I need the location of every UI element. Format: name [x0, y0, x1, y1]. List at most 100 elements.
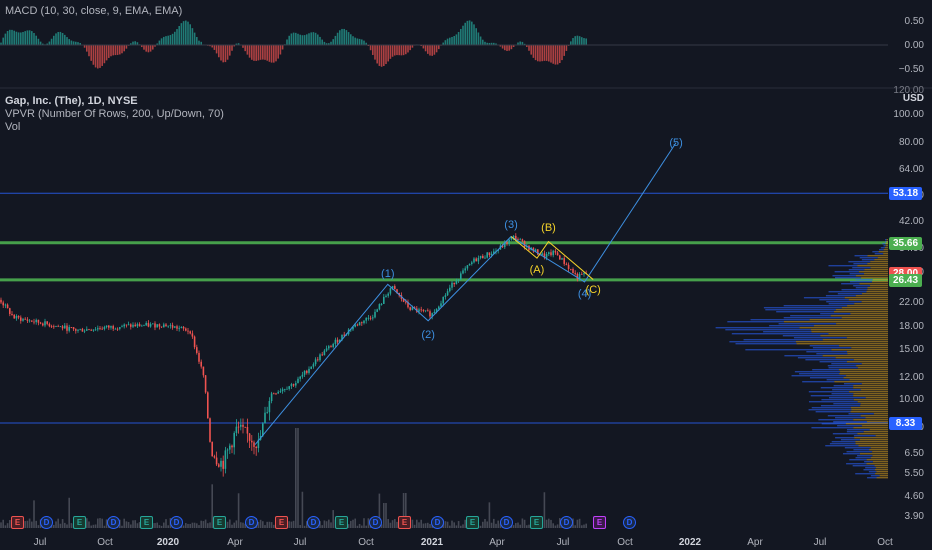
- vp-bar-up: [853, 449, 870, 451]
- symbol-legend[interactable]: Gap, Inc. (The), 1D, NYSE: [5, 95, 138, 107]
- dividend-icon[interactable]: D: [107, 516, 120, 529]
- dividend-icon[interactable]: D: [623, 516, 636, 529]
- volume-bar: [138, 522, 141, 528]
- macd-bar: [220, 45, 222, 61]
- macd-bar: [39, 41, 42, 45]
- volume-bar: [545, 519, 548, 528]
- volume-bar: [486, 521, 488, 528]
- macd-bar: [266, 45, 268, 61]
- candle-body: [182, 326, 185, 329]
- earnings-icon[interactable]: E: [335, 516, 348, 529]
- candle-body: [488, 252, 491, 256]
- macd-bar: [526, 45, 528, 47]
- candle-body: [310, 366, 312, 369]
- dividend-icon[interactable]: D: [500, 516, 513, 529]
- earnings-icon[interactable]: E: [213, 516, 226, 529]
- macd-bar: [57, 32, 59, 45]
- volume-bar: [385, 503, 387, 528]
- vp-bar-up: [816, 353, 848, 355]
- vp-bar-down: [844, 297, 888, 299]
- candle-body: [277, 391, 279, 394]
- vp-bar-up: [863, 469, 875, 471]
- macd-bar: [9, 29, 11, 45]
- correction-wave-line: [510, 236, 594, 280]
- price-axis-currency[interactable]: USD: [902, 93, 924, 104]
- candle-body: [134, 324, 136, 327]
- volume-bar: [411, 519, 414, 528]
- dividend-icon[interactable]: D: [245, 516, 258, 529]
- macd-bar: [391, 45, 394, 57]
- candle-body: [431, 313, 433, 317]
- macd-bar: [387, 45, 389, 62]
- candle-body: [22, 318, 24, 321]
- macd-bar: [523, 43, 526, 45]
- macd-bar: [464, 22, 466, 45]
- candle-body: [88, 329, 90, 330]
- vp-bar-up: [846, 429, 870, 431]
- earnings-icon[interactable]: E: [593, 516, 606, 529]
- earnings-icon[interactable]: E: [466, 516, 479, 529]
- volume-bar: [270, 522, 273, 528]
- candle-body: [424, 310, 427, 312]
- vp-bar-down: [795, 341, 888, 343]
- dividend-icon[interactable]: D: [560, 516, 573, 529]
- vp-bar-up: [819, 361, 847, 363]
- macd-bar: [275, 45, 277, 62]
- candle-body: [356, 324, 359, 326]
- candle-body: [493, 251, 495, 254]
- earnings-icon[interactable]: E: [11, 516, 24, 529]
- macd-legend[interactable]: MACD (10, 30, close, 9, EMA, EMA): [5, 5, 183, 17]
- dividend-icon[interactable]: D: [307, 516, 320, 529]
- vp-bar-down: [843, 377, 888, 379]
- earnings-icon[interactable]: E: [275, 516, 288, 529]
- volume-bar: [193, 522, 196, 528]
- vp-bar-up: [729, 341, 796, 343]
- earnings-icon[interactable]: E: [398, 516, 411, 529]
- volume-bar: [290, 521, 293, 528]
- candle-body: [576, 273, 579, 280]
- volume-bar: [268, 521, 271, 528]
- dividend-icon[interactable]: D: [170, 516, 183, 529]
- vpvr-legend[interactable]: VPVR (Number Of Rows, 200, Up/Down, 70): [5, 108, 224, 120]
- candle-body: [365, 317, 367, 321]
- macd-bar: [347, 32, 350, 45]
- dividend-icon[interactable]: D: [40, 516, 53, 529]
- candle-body: [523, 240, 526, 247]
- vp-bar-up: [715, 327, 800, 329]
- candle-body: [372, 317, 374, 319]
- candle-body: [257, 439, 260, 449]
- macd-bar: [165, 36, 167, 45]
- macd-bar: [328, 43, 330, 45]
- vp-bar-down: [857, 265, 888, 267]
- volume-bar: [332, 510, 334, 528]
- macd-bar: [554, 45, 557, 65]
- volume-bar: [319, 521, 321, 528]
- macd-bar: [345, 30, 348, 45]
- time-tick-label: 2021: [420, 537, 444, 548]
- macd-bar: [66, 37, 68, 45]
- vol-legend[interactable]: Vol: [5, 121, 21, 133]
- vp-bar-up: [821, 423, 846, 425]
- macd-bar: [288, 35, 290, 45]
- candle-body: [427, 310, 429, 312]
- vp-bar-down: [850, 407, 888, 409]
- macd-bar: [193, 32, 196, 45]
- macd-bar: [94, 45, 97, 68]
- macd-bar: [332, 39, 334, 45]
- volume-bar: [420, 519, 422, 528]
- macd-bar: [0, 42, 2, 45]
- earnings-icon[interactable]: E: [140, 516, 153, 529]
- earnings-icon[interactable]: E: [530, 516, 543, 529]
- earnings-icon[interactable]: E: [73, 516, 86, 529]
- candle-body: [330, 346, 332, 348]
- macd-bar: [169, 35, 172, 45]
- candle-body: [374, 311, 376, 318]
- dividend-icon[interactable]: D: [431, 516, 444, 529]
- price-tick-label: 10.00: [898, 394, 924, 406]
- vp-bar-down: [858, 445, 888, 447]
- vp-bar-down: [883, 249, 888, 251]
- candle-body: [48, 323, 51, 327]
- dividend-icon[interactable]: D: [369, 516, 382, 529]
- candle-body: [158, 324, 161, 327]
